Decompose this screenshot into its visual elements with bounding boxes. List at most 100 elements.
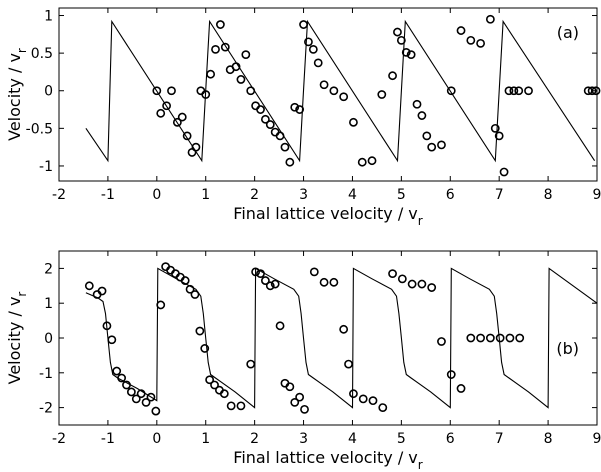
data-point [260, 276, 270, 285]
plot-frame [58, 7, 598, 182]
data-point [206, 69, 216, 79]
data-point [309, 267, 319, 277]
x-tick-label: 9 [593, 431, 601, 447]
data-point [136, 389, 146, 399]
data-point [177, 112, 187, 122]
data-point [476, 333, 485, 343]
data-point [265, 281, 275, 291]
data-point [167, 86, 176, 96]
data-point [256, 269, 265, 279]
panel-a: -2 -1 0 1 2 3 4 5 6 7 8 9 -1 -0.5 0 0.5 1 Final lattice v… [5, 7, 601, 228]
data-point [304, 37, 313, 47]
x-tick-label: 4 [348, 431, 357, 447]
x-tick-label: 5 [397, 431, 406, 447]
x-axis-label-subscript: r [418, 458, 423, 472]
data-point [84, 281, 94, 291]
x-tick-label: -1 [101, 187, 115, 203]
data-point [295, 105, 305, 114]
data-point [466, 333, 476, 343]
x-axis-label-text: Final lattice velocity / v [233, 204, 418, 223]
data-point [504, 86, 514, 96]
data-point [378, 403, 388, 412]
data-point [396, 35, 406, 45]
x-tick-label: 9 [593, 187, 601, 203]
x-tick-label: 5 [397, 187, 406, 203]
data-point [156, 108, 166, 118]
data-point [344, 359, 353, 369]
x-axis-label-subscript: r [418, 214, 423, 228]
data-point [180, 276, 190, 285]
data-point [265, 120, 275, 129]
y-tick-label: -0.5 [26, 121, 53, 137]
data-point [368, 396, 378, 406]
data-point [236, 75, 246, 84]
data-point [499, 167, 509, 177]
data-point [446, 86, 456, 96]
data-point [210, 380, 219, 390]
data-point [427, 283, 437, 292]
data-point [97, 286, 107, 296]
data-point [313, 58, 323, 68]
y-tick-label: 0 [44, 84, 53, 100]
data-point [251, 101, 261, 111]
data-point [246, 359, 256, 369]
data-point [401, 47, 411, 57]
data-point [446, 370, 456, 379]
x-tick-label: 2 [250, 431, 259, 447]
x-tick-label: 6 [446, 187, 455, 203]
x-axis-label: Final lattice velocity / vr [233, 204, 423, 228]
data-point [112, 366, 122, 376]
data-point [270, 279, 280, 289]
data-point [220, 42, 230, 52]
data-point [201, 90, 211, 99]
data-point [215, 20, 225, 29]
data-point [367, 156, 377, 166]
x-tick-label: 8 [544, 431, 553, 447]
data-point [407, 279, 417, 289]
data-point [260, 114, 270, 124]
data-point [466, 35, 476, 45]
data-point [388, 71, 397, 81]
data-point [211, 44, 220, 54]
data-point [393, 27, 402, 37]
data-point [131, 394, 141, 404]
data-point [107, 335, 117, 345]
data-point [102, 321, 112, 331]
data-point [185, 284, 195, 294]
data-point [514, 86, 524, 96]
data-point [494, 131, 504, 141]
data-point [152, 86, 162, 96]
data-point [280, 142, 290, 152]
x-tick-label: -2 [52, 187, 66, 203]
data-point [319, 277, 329, 287]
x-tick-label: 4 [348, 187, 357, 203]
data-point [200, 344, 210, 353]
y-tick-label: -2 [39, 401, 53, 417]
data-point [339, 324, 349, 334]
x-tick-label: 2 [250, 187, 259, 203]
data-point [490, 123, 500, 133]
data-point [456, 384, 466, 393]
x-tick-label: 7 [495, 431, 504, 447]
data-point [476, 38, 485, 48]
data-point [190, 290, 200, 299]
data-point [295, 392, 305, 402]
data-point [339, 92, 349, 102]
data-point [285, 157, 295, 167]
x-tick-label: 1 [201, 431, 210, 447]
data-point [275, 131, 285, 141]
panel-tag: (b) [556, 339, 579, 358]
data-point [509, 86, 519, 96]
data-point [357, 157, 367, 167]
y-axis-label-subscript: r [15, 48, 29, 53]
data-point [349, 389, 358, 399]
y-axis-label-text: Velocity / v [5, 297, 24, 385]
data-point [275, 321, 285, 331]
data-point [308, 44, 318, 54]
y-axis-label-subscript: r [15, 292, 29, 297]
data-point [191, 142, 201, 152]
data-point [241, 50, 251, 60]
data-point [219, 389, 229, 399]
x-tick-label: -1 [101, 431, 115, 447]
